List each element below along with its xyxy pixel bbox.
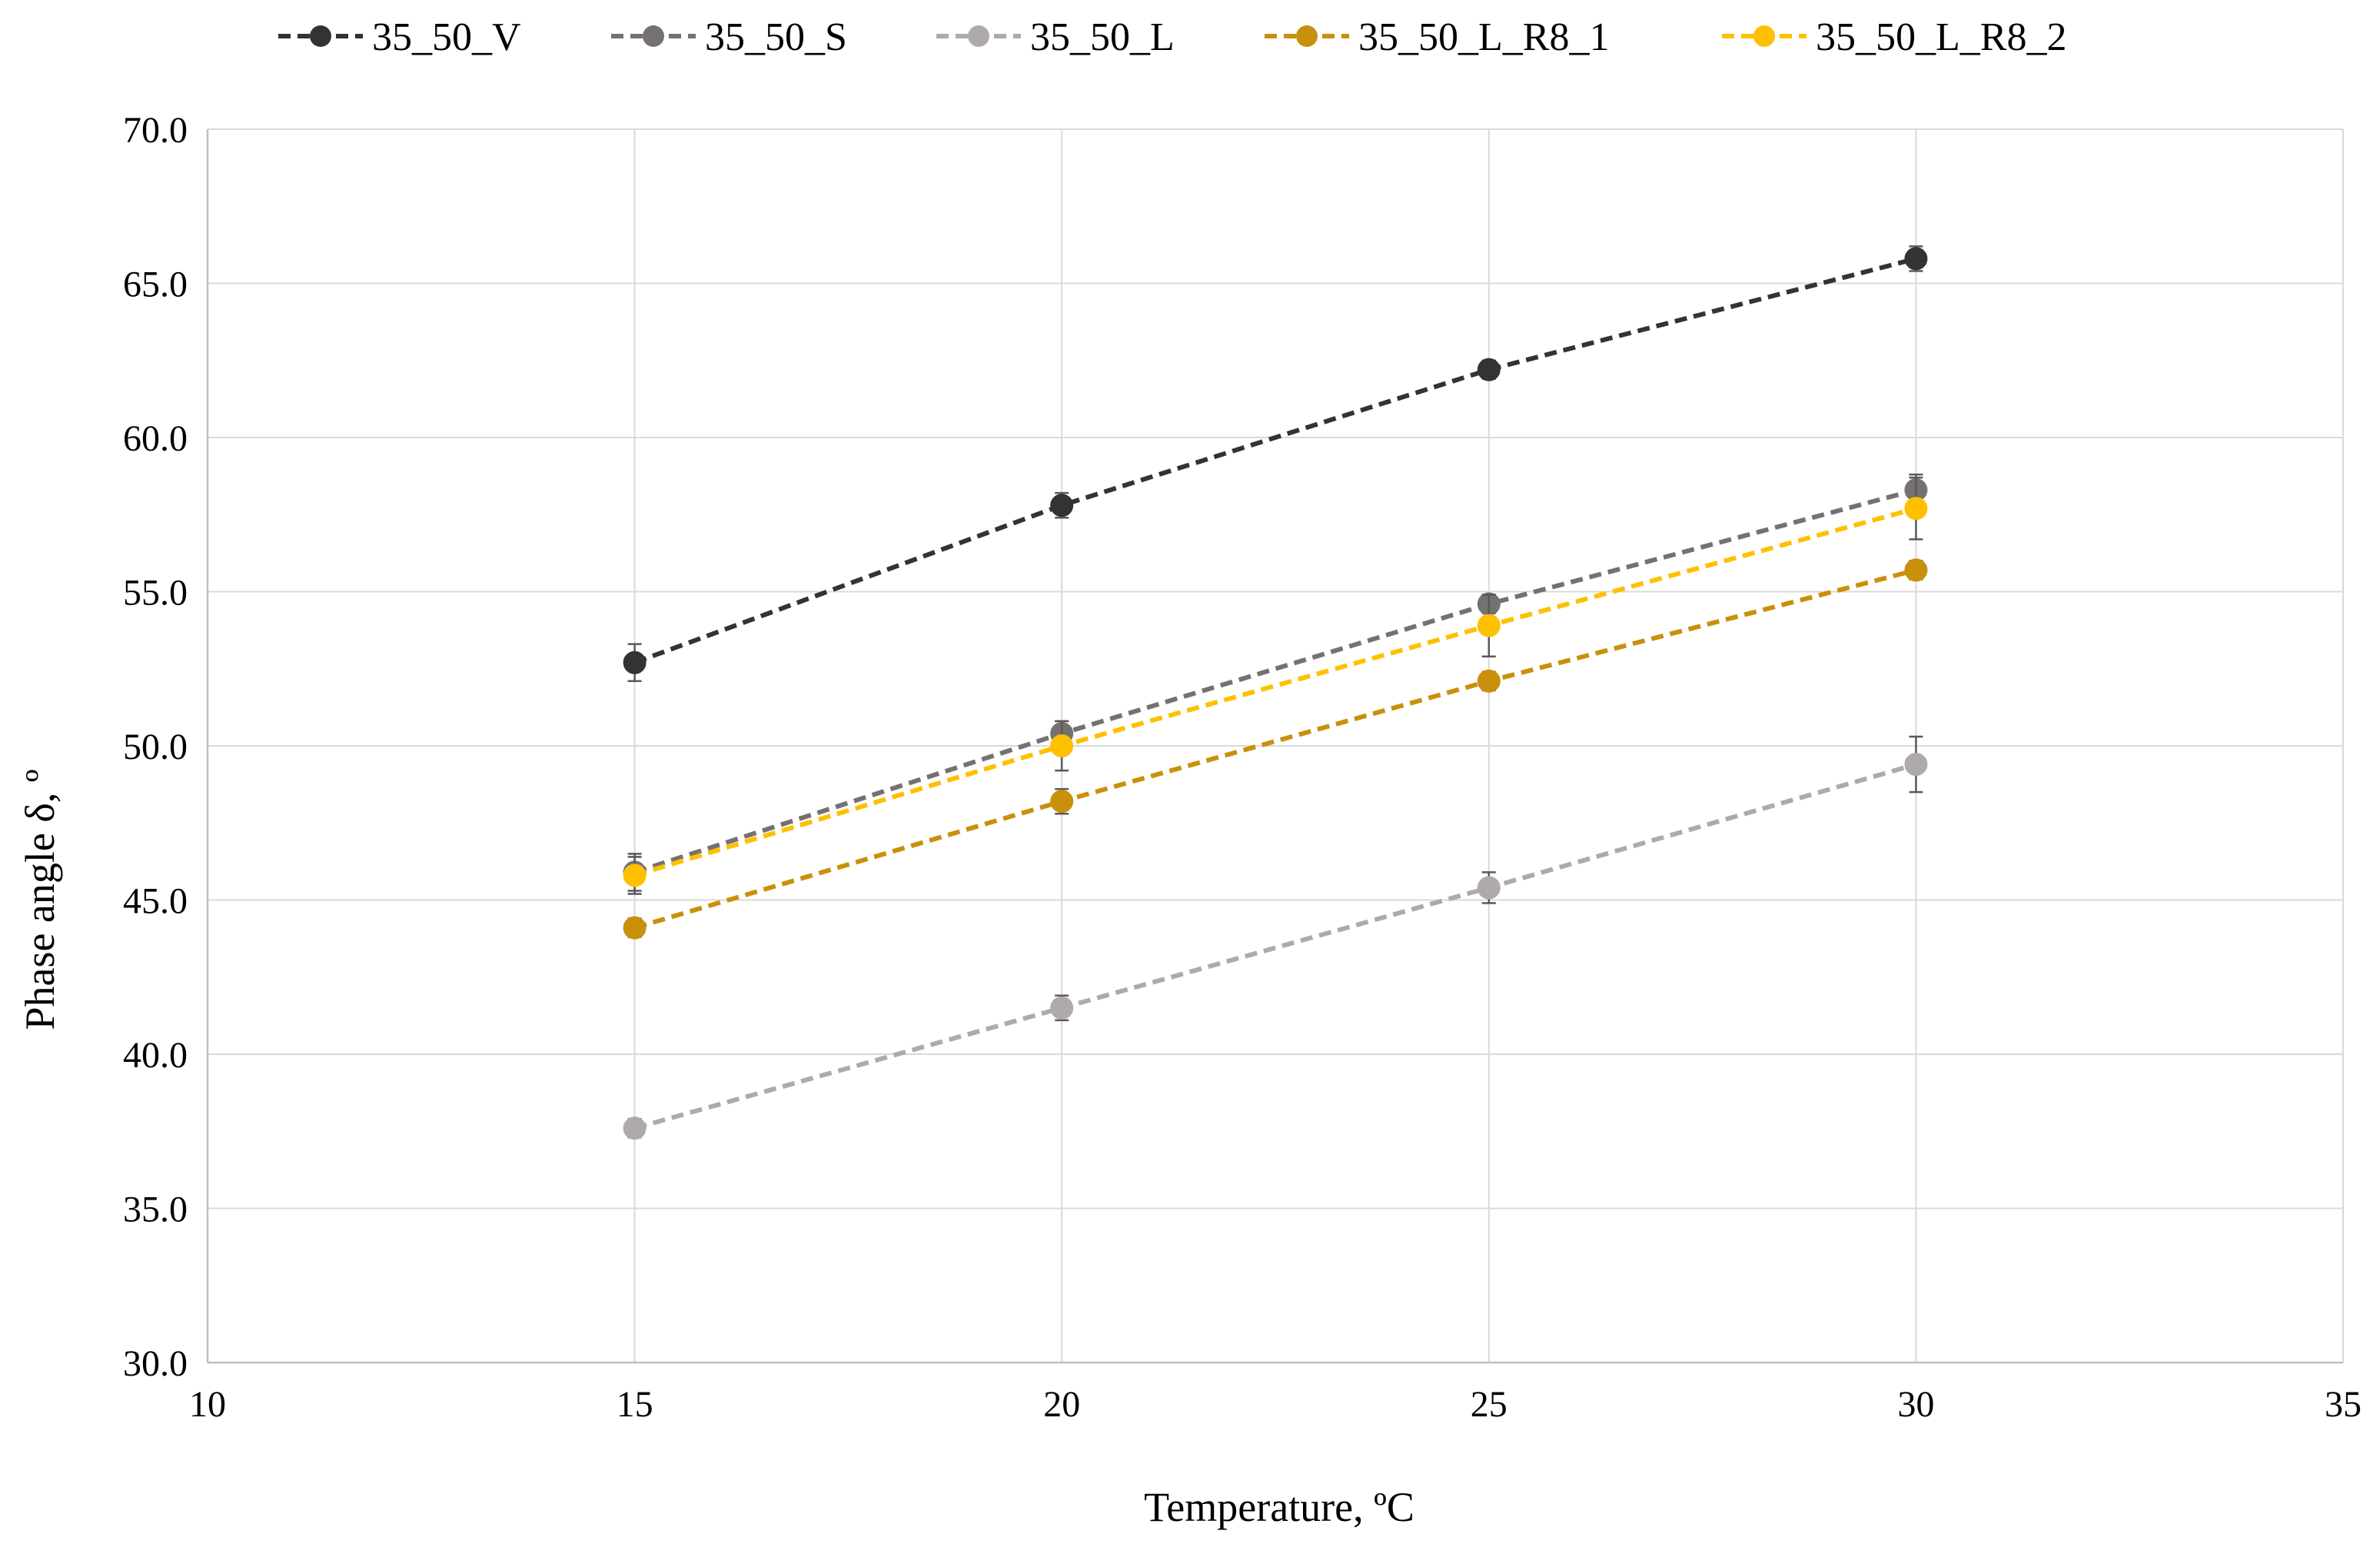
- x-tick-label: 30: [1897, 1384, 1934, 1425]
- legend-swatch-marker: [643, 25, 664, 47]
- x-tick-label: 10: [189, 1384, 226, 1425]
- series-line: [633, 506, 1917, 878]
- y-tick-label: 55.0: [123, 573, 188, 614]
- legend-label: 35_50_V: [372, 15, 521, 59]
- data-point: [1477, 358, 1501, 381]
- grid-lines: [208, 128, 2344, 1363]
- y-tick-label: 45.0: [123, 881, 188, 922]
- series-35_50_L_R8_1: [623, 558, 1928, 940]
- data-point: [1904, 753, 1928, 777]
- x-tick-label: 15: [617, 1384, 653, 1425]
- data-point: [1477, 669, 1501, 693]
- y-tick-label: 35.0: [123, 1190, 188, 1230]
- data-point: [1904, 497, 1928, 521]
- y-tick-label: 30.0: [123, 1343, 188, 1384]
- series-35_50_S: [623, 473, 1928, 892]
- y-tick-label: 50.0: [123, 727, 188, 767]
- data-point: [1050, 494, 1074, 517]
- legend-swatch-marker: [310, 25, 331, 47]
- data-point: [623, 864, 647, 887]
- data-point: [1050, 790, 1074, 814]
- series-line: [633, 567, 1917, 930]
- legend: 35_50_V 35_50_S 35_50_L 35_50_L_R8_1 35_50_L…: [278, 15, 2066, 59]
- series-35_50_L: [623, 735, 1928, 1140]
- y-tick-label: 70.0: [123, 110, 188, 151]
- data-point: [1050, 734, 1074, 757]
- y-tick-label: 65.0: [123, 265, 188, 305]
- legend-swatch-marker: [1753, 25, 1775, 47]
- series-line: [633, 762, 1917, 1131]
- x-tick-label: 20: [1043, 1384, 1080, 1425]
- x-axis-title: Temperature, ºC: [1144, 1484, 1414, 1530]
- data-point: [623, 1116, 647, 1140]
- legend-item-35_50_V: 35_50_V: [278, 15, 521, 59]
- legend-item-35_50_L: 35_50_L: [936, 15, 1175, 59]
- series-35_50_L_R8_2: [623, 476, 1928, 895]
- legend-item-35_50_S: 35_50_S: [611, 15, 847, 59]
- tick-labels: 30.0 35.0 40.0 45.0 50.0 55.0 60.0 65.0 70.0 10 15…: [123, 110, 2362, 1425]
- legend-label: 35_50_L_R8_2: [1816, 15, 2066, 59]
- legend-item-35_50_L_R8_1: 35_50_L_R8_1: [1265, 15, 1609, 59]
- legend-label: 35_50_S: [705, 15, 847, 59]
- x-tick-label: 35: [2325, 1384, 2362, 1425]
- legend-label: 35_50_L: [1030, 15, 1175, 59]
- legend-item-35_50_L_R8_2: 35_50_L_R8_2: [1722, 15, 2066, 59]
- data-point: [1477, 614, 1501, 637]
- y-tick-label: 40.0: [123, 1035, 188, 1076]
- data-point: [1904, 247, 1928, 271]
- series-line: [633, 256, 1917, 665]
- data-point: [1477, 876, 1501, 900]
- series-35_50_V: [623, 245, 1928, 683]
- legend-swatch-marker: [968, 25, 989, 47]
- data-point: [623, 916, 647, 940]
- legend-label: 35_50_L_R8_1: [1358, 15, 1609, 59]
- series-line: [633, 487, 1917, 875]
- y-axis-title: Phase angle δ, º: [17, 769, 63, 1030]
- data-point: [1904, 558, 1928, 582]
- data-point: [1050, 996, 1074, 1020]
- x-tick-label: 25: [1471, 1384, 1507, 1425]
- axes: [206, 129, 2343, 1364]
- data-series: [623, 245, 1928, 1140]
- legend-swatch-marker: [1296, 25, 1318, 47]
- data-point: [623, 651, 647, 674]
- y-tick-label: 60.0: [123, 418, 188, 459]
